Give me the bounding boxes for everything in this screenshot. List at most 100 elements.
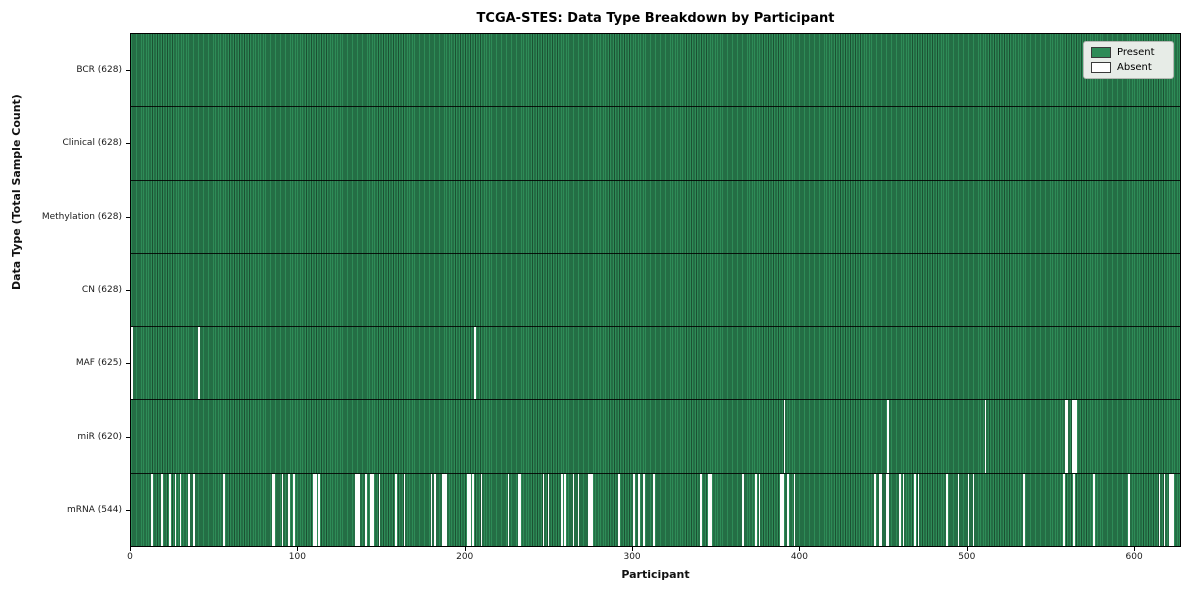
absent-stripe [365, 473, 367, 546]
absent-stripe [741, 473, 744, 546]
x-tick-label-100: 100 [288, 552, 306, 562]
absent-stripe [288, 473, 290, 546]
absent-stripe [1064, 400, 1069, 473]
absent-stripe [151, 473, 153, 546]
absent-stripe [700, 473, 702, 546]
x-tick-label-400: 400 [790, 552, 809, 562]
legend-item-present: Present [1091, 47, 1166, 58]
absent-stripe [187, 473, 190, 546]
absent-stripe [517, 473, 521, 546]
x-axis-label: Participant [621, 568, 690, 581]
absent-stripe [899, 473, 901, 546]
absent-stripe [972, 473, 975, 546]
absent-stripe [192, 473, 195, 546]
y-tick-label-Methylation: Methylation (628) [41, 211, 122, 222]
absent-stripe [633, 473, 635, 546]
y-tick-label-mRNA: mRNA (544) [67, 505, 122, 516]
present-swatch [1091, 47, 1111, 58]
absent-stripe [572, 473, 575, 546]
data-row-mRNA [131, 473, 1180, 546]
x-tick-mark [966, 547, 968, 551]
x-tick-label-600: 600 [1125, 552, 1143, 562]
data-row-Methylation [131, 180, 1180, 254]
absent-stripe [914, 473, 916, 546]
absent-stripe [618, 473, 620, 546]
data-row-Clinical [131, 107, 1180, 181]
absent-stripe [507, 473, 510, 546]
x-tick-mark [1134, 547, 1136, 551]
absent-stripe [1023, 473, 1025, 546]
x-tick-mark [297, 547, 299, 551]
absent-stripe [378, 473, 381, 546]
y-tick-label-Clinical: Clinical (628) [62, 138, 122, 149]
data-row-MAF [131, 327, 1180, 401]
legend: Present Absent [1083, 41, 1174, 79]
y-tick-label-BCR: BCR (628) [76, 64, 122, 75]
absent-stripe [1158, 473, 1161, 546]
absent-stripe [281, 473, 284, 546]
absent-stripe [480, 473, 483, 546]
absent-stripe [293, 473, 295, 546]
absent-stripe [395, 473, 398, 546]
absent-stripe [587, 473, 593, 546]
y-tick-mark [126, 143, 130, 145]
absent-stripe [313, 473, 317, 546]
absent-stripe [758, 473, 761, 546]
y-tick-label-CN: CN (628) [81, 285, 122, 295]
absent-stripe [542, 473, 545, 546]
legend-label-absent: Absent [1117, 62, 1152, 73]
absent-stripe [271, 473, 275, 546]
legend-label-present: Present [1117, 47, 1155, 58]
absent-stripe [355, 473, 361, 546]
absent-stripe [783, 400, 786, 473]
y-tick-mark [126, 290, 130, 291]
absent-stripe [472, 473, 475, 546]
data-row-BCR [131, 34, 1180, 108]
x-tick-label-200: 200 [456, 552, 474, 562]
absent-stripe [1128, 473, 1131, 546]
absent-stripe [1093, 473, 1095, 546]
absent-stripe [885, 473, 890, 546]
absent-stripe [442, 473, 448, 546]
x-tick-mark [464, 547, 466, 551]
absent-stripe [131, 327, 133, 400]
x-tick-mark [130, 547, 131, 551]
absent-stripe [1063, 473, 1065, 546]
absent-stripe [433, 473, 436, 546]
y-tick-mark [126, 363, 130, 365]
x-tick-mark [799, 547, 801, 551]
absent-stripe [1071, 400, 1077, 473]
absent-stripe [887, 400, 890, 473]
absent-stripe [179, 473, 182, 546]
absent-stripe [403, 473, 406, 546]
absent-stripe [430, 473, 433, 546]
y-tick-mark [126, 436, 130, 438]
absent-stripe [917, 473, 920, 546]
y-tick-label-MAF: MAF (625) [75, 358, 122, 369]
absent-stripe [1163, 473, 1166, 546]
absent-stripe [561, 473, 563, 546]
absent-stripe [474, 327, 476, 400]
absent-stripe [223, 473, 225, 546]
absent-stripe [902, 473, 905, 546]
x-tick-label-0: 0 [127, 552, 133, 562]
y-tick-mark [126, 69, 130, 71]
absent-stripe [370, 473, 374, 546]
absent-stripe [946, 473, 948, 546]
y-tick-label-miR: miR (620) [77, 431, 122, 442]
y-tick-mark [126, 216, 130, 218]
plot-area [130, 33, 1181, 547]
absent-stripe [879, 473, 883, 546]
absent-stripe [984, 400, 987, 473]
absent-stripe [564, 473, 567, 546]
absent-stripe [708, 473, 712, 546]
absent-swatch [1091, 62, 1111, 73]
absent-stripe [957, 473, 960, 546]
absent-stripe [874, 473, 876, 546]
absent-stripe [653, 473, 655, 546]
absent-stripe [174, 473, 177, 546]
data-row-miR [131, 400, 1180, 474]
absent-stripe [547, 473, 550, 546]
absent-stripe [318, 473, 321, 546]
